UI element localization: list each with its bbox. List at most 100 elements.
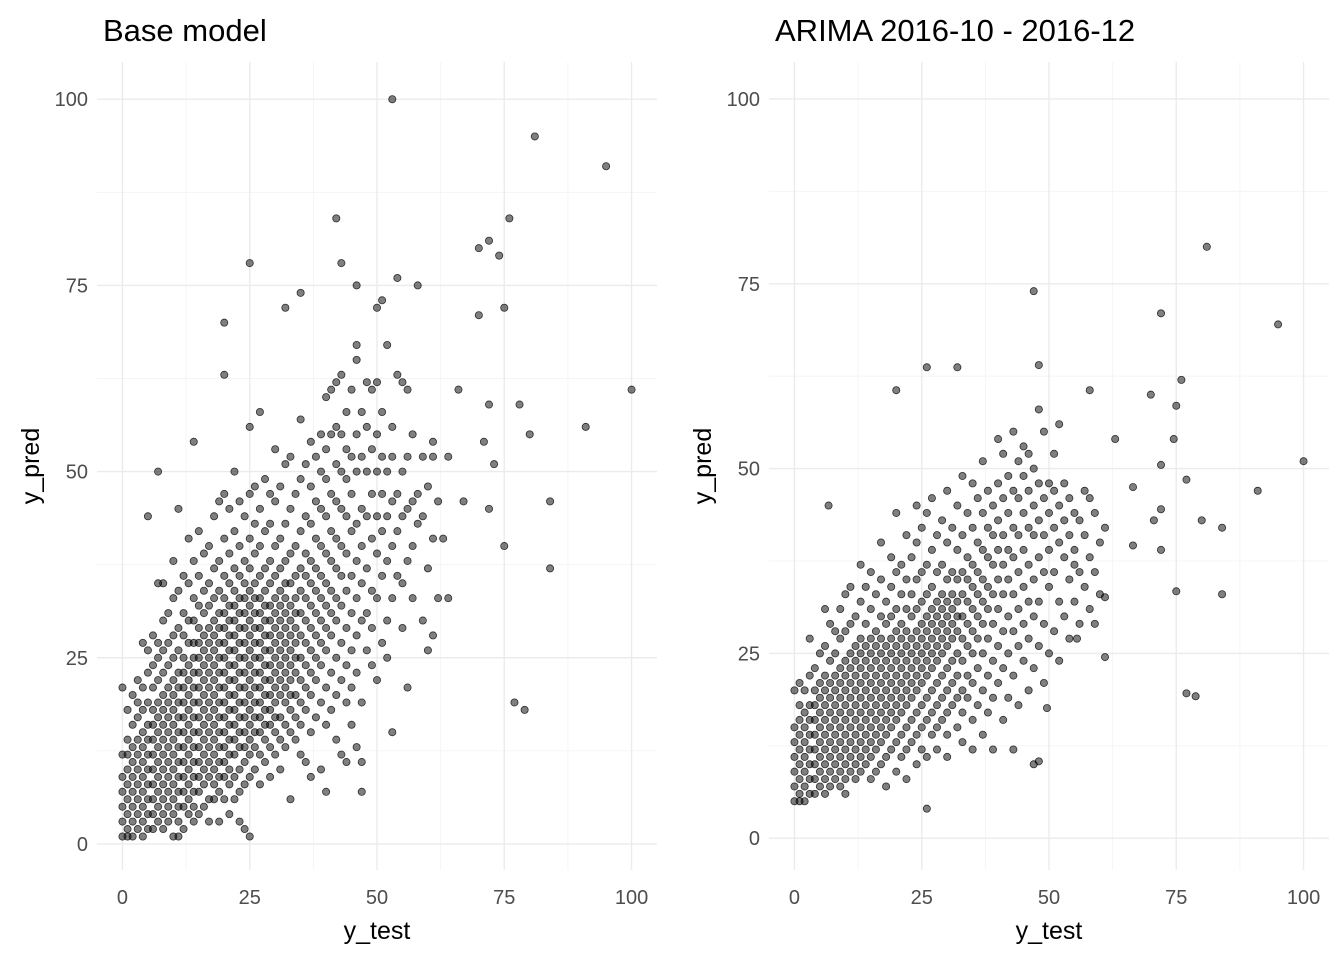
data-point <box>1045 545 1054 554</box>
data-point <box>1034 553 1043 562</box>
data-point <box>271 638 280 647</box>
data-point <box>245 259 254 268</box>
data-point <box>1050 627 1059 636</box>
data-point <box>907 649 916 658</box>
data-point <box>479 437 488 446</box>
data-point <box>276 631 285 640</box>
data-point <box>240 743 249 752</box>
data-point <box>1085 386 1094 395</box>
data-point <box>994 678 1003 687</box>
data-point <box>907 678 916 687</box>
data-point <box>826 693 835 702</box>
data-point <box>296 631 305 640</box>
data-point <box>322 601 331 610</box>
data-point <box>296 653 305 662</box>
data-point <box>159 646 168 655</box>
data-point <box>215 817 224 826</box>
data-point <box>907 634 916 643</box>
data-point <box>882 730 891 739</box>
data-point <box>250 549 259 558</box>
data-point <box>286 646 295 655</box>
data-point <box>408 542 417 551</box>
data-point <box>877 760 886 769</box>
data-point <box>291 690 300 699</box>
data-point <box>790 782 799 791</box>
data-point <box>922 612 931 621</box>
data-point <box>1029 664 1038 673</box>
data-point <box>138 772 147 781</box>
x-tick-label: 75 <box>493 887 515 909</box>
data-point <box>978 619 987 628</box>
data-point <box>204 772 213 781</box>
data-point <box>322 683 331 692</box>
data-point <box>922 642 931 651</box>
data-point <box>123 825 132 834</box>
data-point <box>454 385 463 394</box>
data-point <box>322 623 331 632</box>
data-point <box>164 787 173 796</box>
data-point <box>963 508 972 517</box>
data-point <box>815 723 824 732</box>
data-point <box>250 482 259 491</box>
data-point <box>948 656 957 665</box>
chart-title: Base model <box>103 13 267 48</box>
data-point <box>877 708 886 717</box>
data-point <box>220 758 229 767</box>
data-point <box>821 775 830 784</box>
data-point <box>357 452 366 461</box>
data-point <box>1149 516 1158 525</box>
data-point <box>530 132 539 141</box>
data-point <box>372 549 381 558</box>
data-point <box>342 758 351 767</box>
data-point <box>917 701 926 710</box>
data-point <box>362 609 371 618</box>
data-point <box>943 486 952 495</box>
data-point <box>912 538 921 547</box>
data-point <box>795 760 804 769</box>
gridlines <box>97 62 657 870</box>
data-point <box>276 586 285 595</box>
data-point <box>861 582 870 591</box>
data-point <box>372 378 381 387</box>
data-point <box>210 631 219 640</box>
data-point <box>418 616 427 625</box>
data-point <box>505 214 514 223</box>
data-point <box>459 497 468 506</box>
data-point <box>1055 420 1064 429</box>
data-point <box>194 758 203 767</box>
data-point <box>199 780 208 789</box>
data-point <box>933 531 942 540</box>
data-point <box>912 730 921 739</box>
data-point <box>266 631 275 640</box>
data-point <box>332 653 341 662</box>
data-point <box>240 780 249 789</box>
data-point <box>230 772 239 781</box>
data-point <box>306 728 315 737</box>
data-point <box>933 701 942 710</box>
data-point <box>1169 435 1178 444</box>
x-tick-label: 50 <box>366 887 388 909</box>
data-point <box>266 519 275 528</box>
data-point <box>220 795 229 804</box>
data-point <box>1055 656 1064 665</box>
data-point <box>204 542 213 551</box>
data-point <box>887 723 896 732</box>
data-point <box>1014 642 1023 651</box>
data-point <box>841 730 850 739</box>
data-point <box>311 713 320 722</box>
data-point <box>240 594 249 603</box>
data-point <box>1075 516 1084 525</box>
data-point <box>148 720 157 729</box>
data-point <box>484 236 493 245</box>
data-point <box>316 594 325 603</box>
data-point <box>973 538 982 547</box>
data-point <box>856 664 865 673</box>
data-point <box>199 661 208 670</box>
data-point <box>1101 593 1110 602</box>
data-point <box>958 471 967 480</box>
data-point <box>204 638 213 647</box>
data-point <box>245 750 254 759</box>
data-point <box>953 627 962 636</box>
data-point <box>423 564 432 573</box>
data-point <box>255 594 264 603</box>
